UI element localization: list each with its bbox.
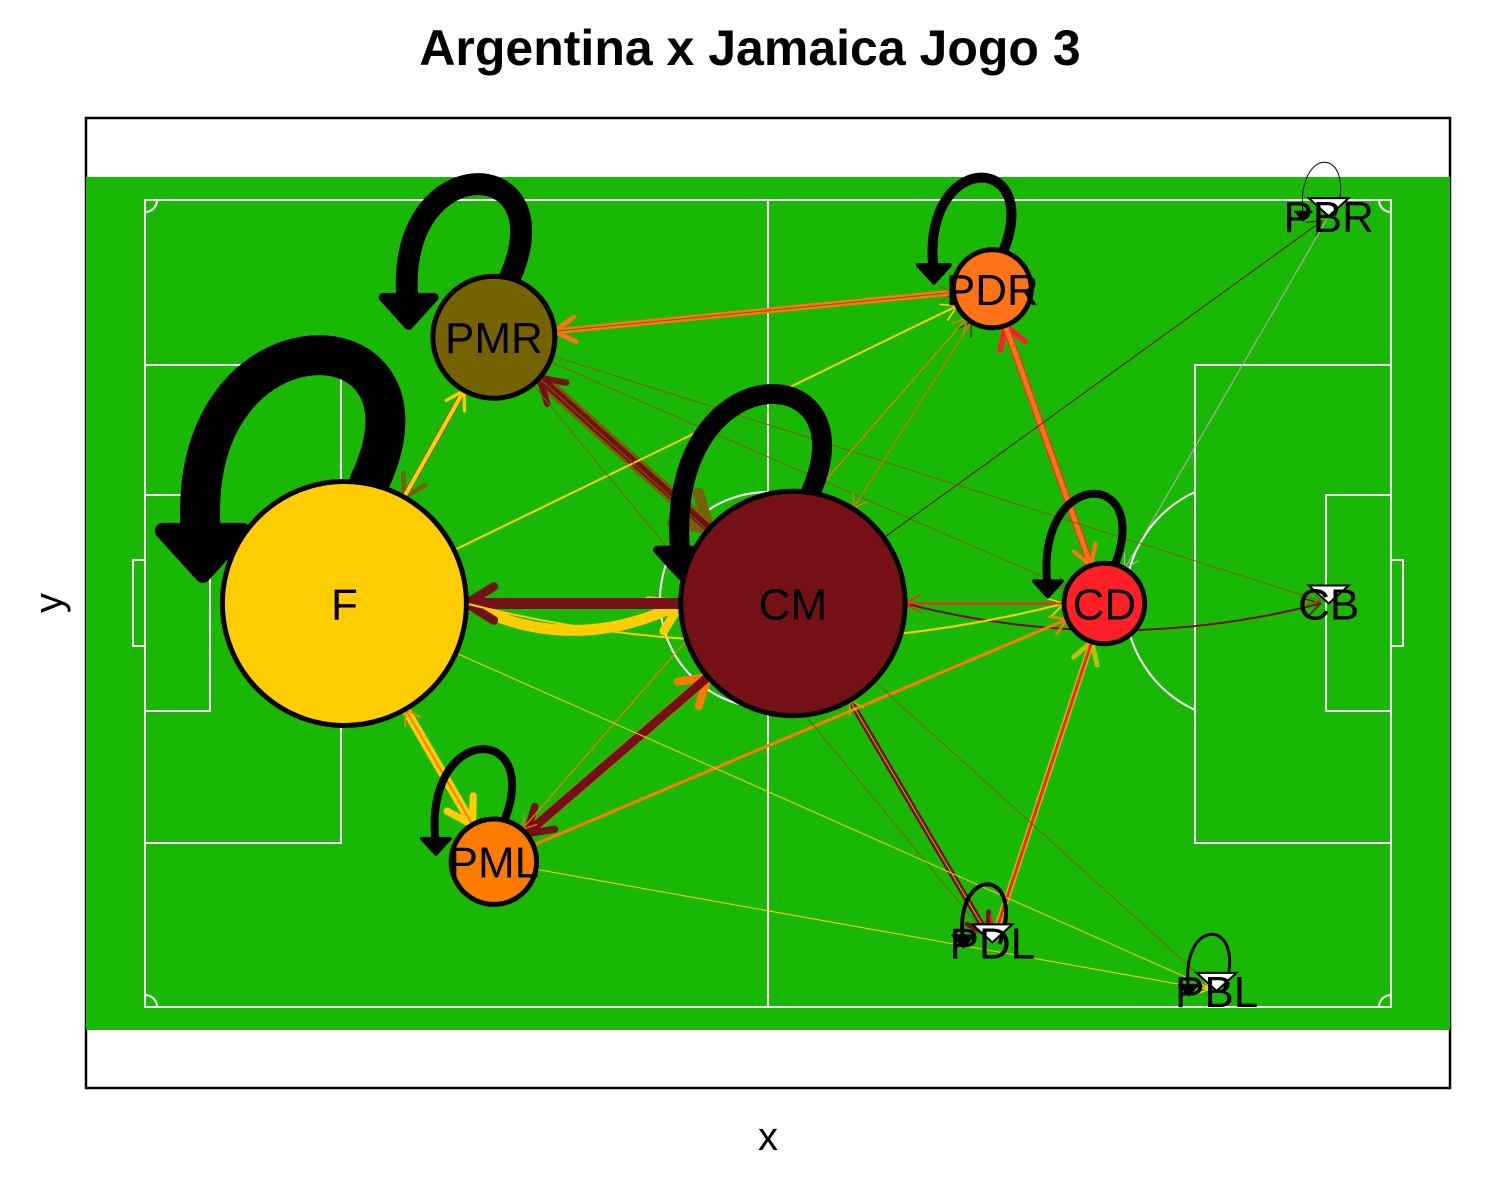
self-loop-arrowhead-pbr	[1294, 210, 1313, 222]
edge-pml-cd	[531, 617, 1069, 847]
chart-title: Argentina x Jamaica Jogo 3	[419, 20, 1080, 76]
edge-pdr-cd	[1002, 323, 1094, 569]
self-loop-arrowhead-cd	[1031, 579, 1064, 599]
self-loop-arrowhead-pmr	[378, 292, 439, 330]
edge-pml-pbl	[535, 868, 1210, 990]
node-label-pdl: PDL	[950, 919, 1036, 968]
node-pdr	[950, 247, 1034, 331]
node-marker-pbr	[1306, 197, 1352, 218]
corner-arc-tl	[144, 199, 158, 213]
corner-arc-br	[1378, 994, 1392, 1008]
edge-pml-f	[404, 708, 474, 826]
loops-layer	[154, 161, 1342, 997]
edge-pbr-cd	[1124, 219, 1328, 570]
corner-arc-bl	[144, 994, 158, 1008]
node-marker-cb	[1306, 584, 1352, 605]
x-axis-label: x	[758, 1115, 778, 1159]
left-goal	[132, 559, 146, 647]
node-label-pmr: PMR	[445, 314, 543, 363]
edge-cm-pml	[521, 672, 713, 839]
node-label-cd: CD	[1073, 581, 1137, 630]
node-pml	[448, 816, 540, 907]
edge-arrowhead-cm-cb	[1303, 597, 1322, 617]
edge-cd-pdl	[993, 640, 1094, 937]
edge-f-pbl	[455, 652, 1210, 989]
edge-pdr-cm	[852, 321, 972, 510]
node-pmr	[430, 273, 558, 401]
edge-pdl-cm	[849, 699, 991, 940]
node-label-cm: CM	[759, 581, 827, 630]
edge-arrowhead-pmr-cb	[1305, 588, 1322, 606]
self-loop-cd	[1042, 489, 1127, 593]
self-loop-cm	[669, 384, 833, 572]
self-loop-pml	[430, 745, 516, 850]
node-label-pbr: PBR	[1283, 193, 1373, 242]
node-label-pbl: PBL	[1175, 968, 1258, 1017]
right-goal	[1390, 559, 1404, 647]
self-loop-f	[180, 335, 406, 571]
edge-pmr-cb	[551, 355, 1322, 602]
edge-pmr-pdr	[554, 292, 954, 332]
node-cm	[678, 488, 908, 719]
self-loop-arrowhead-pbl	[1177, 983, 1200, 997]
self-loop-pbr	[1301, 161, 1342, 217]
y-axis-label: y	[27, 593, 71, 613]
self-loop-arrowhead-pml	[419, 836, 452, 856]
node-marker-pdl	[969, 923, 1015, 944]
node-f	[219, 479, 469, 728]
self-loop-pbl	[1186, 932, 1231, 993]
self-loop-arrowhead-pdl	[951, 934, 976, 949]
edge-cm-pbr	[883, 220, 1323, 539]
edge-f-pmr	[402, 388, 466, 500]
self-loop-pdl	[960, 882, 1008, 945]
edge-arrowhead-cm-pbr	[1306, 220, 1323, 236]
corner-arc-tr	[1378, 199, 1392, 213]
node-label-pdr: PDR	[946, 266, 1039, 315]
edge-arrowhead-pml-pbl	[1193, 978, 1210, 996]
node-label-f: F	[331, 581, 358, 630]
node-label-cb: CB	[1298, 581, 1359, 630]
nodes-layer: F CM PMR PDR CD PML PDL PBR PBL CB	[219, 193, 1374, 1017]
node-label-pml: PML	[449, 839, 539, 888]
self-loop-arrowhead-pdr	[915, 263, 952, 285]
node-marker-pbl	[1193, 971, 1240, 993]
node-cd	[1061, 560, 1148, 647]
self-loop-pmr	[395, 173, 533, 322]
self-loop-pdr	[927, 172, 1017, 279]
self-loop-arrowhead-f	[154, 522, 251, 583]
